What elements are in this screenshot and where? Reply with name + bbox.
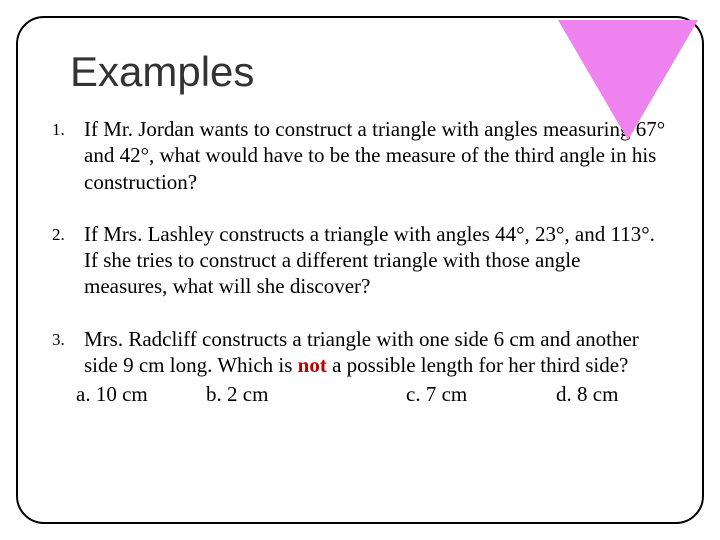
question-number: 3. (52, 326, 84, 379)
question-number: 1. (52, 116, 84, 195)
list-item: 2. If Mrs. Lashley constructs a triangle… (52, 221, 668, 300)
question-text: Mrs. Radcliff constructs a triangle with… (84, 326, 668, 379)
choice-b: b. 2 cm (206, 382, 406, 407)
answer-choices: a. 10 cm b. 2 cm c. 7 cm d. 8 cm (52, 382, 668, 407)
question-list: 1. If Mr. Jordan wants to construct a tr… (52, 116, 668, 378)
choice-c: c. 7 cm (406, 382, 556, 407)
choice-a: a. 10 cm (76, 382, 206, 407)
question-emphasis: not (298, 353, 327, 377)
choice-d: d. 8 cm (556, 382, 656, 407)
triangle-icon (558, 20, 698, 140)
slide-frame: Examples 1. If Mr. Jordan wants to const… (16, 16, 704, 524)
question-text: If Mrs. Lashley constructs a triangle wi… (84, 221, 668, 300)
list-item: 3. Mrs. Radcliff constructs a triangle w… (52, 326, 668, 379)
question-number: 2. (52, 221, 84, 300)
question-text-post: a possible length for her third side? (327, 353, 629, 377)
